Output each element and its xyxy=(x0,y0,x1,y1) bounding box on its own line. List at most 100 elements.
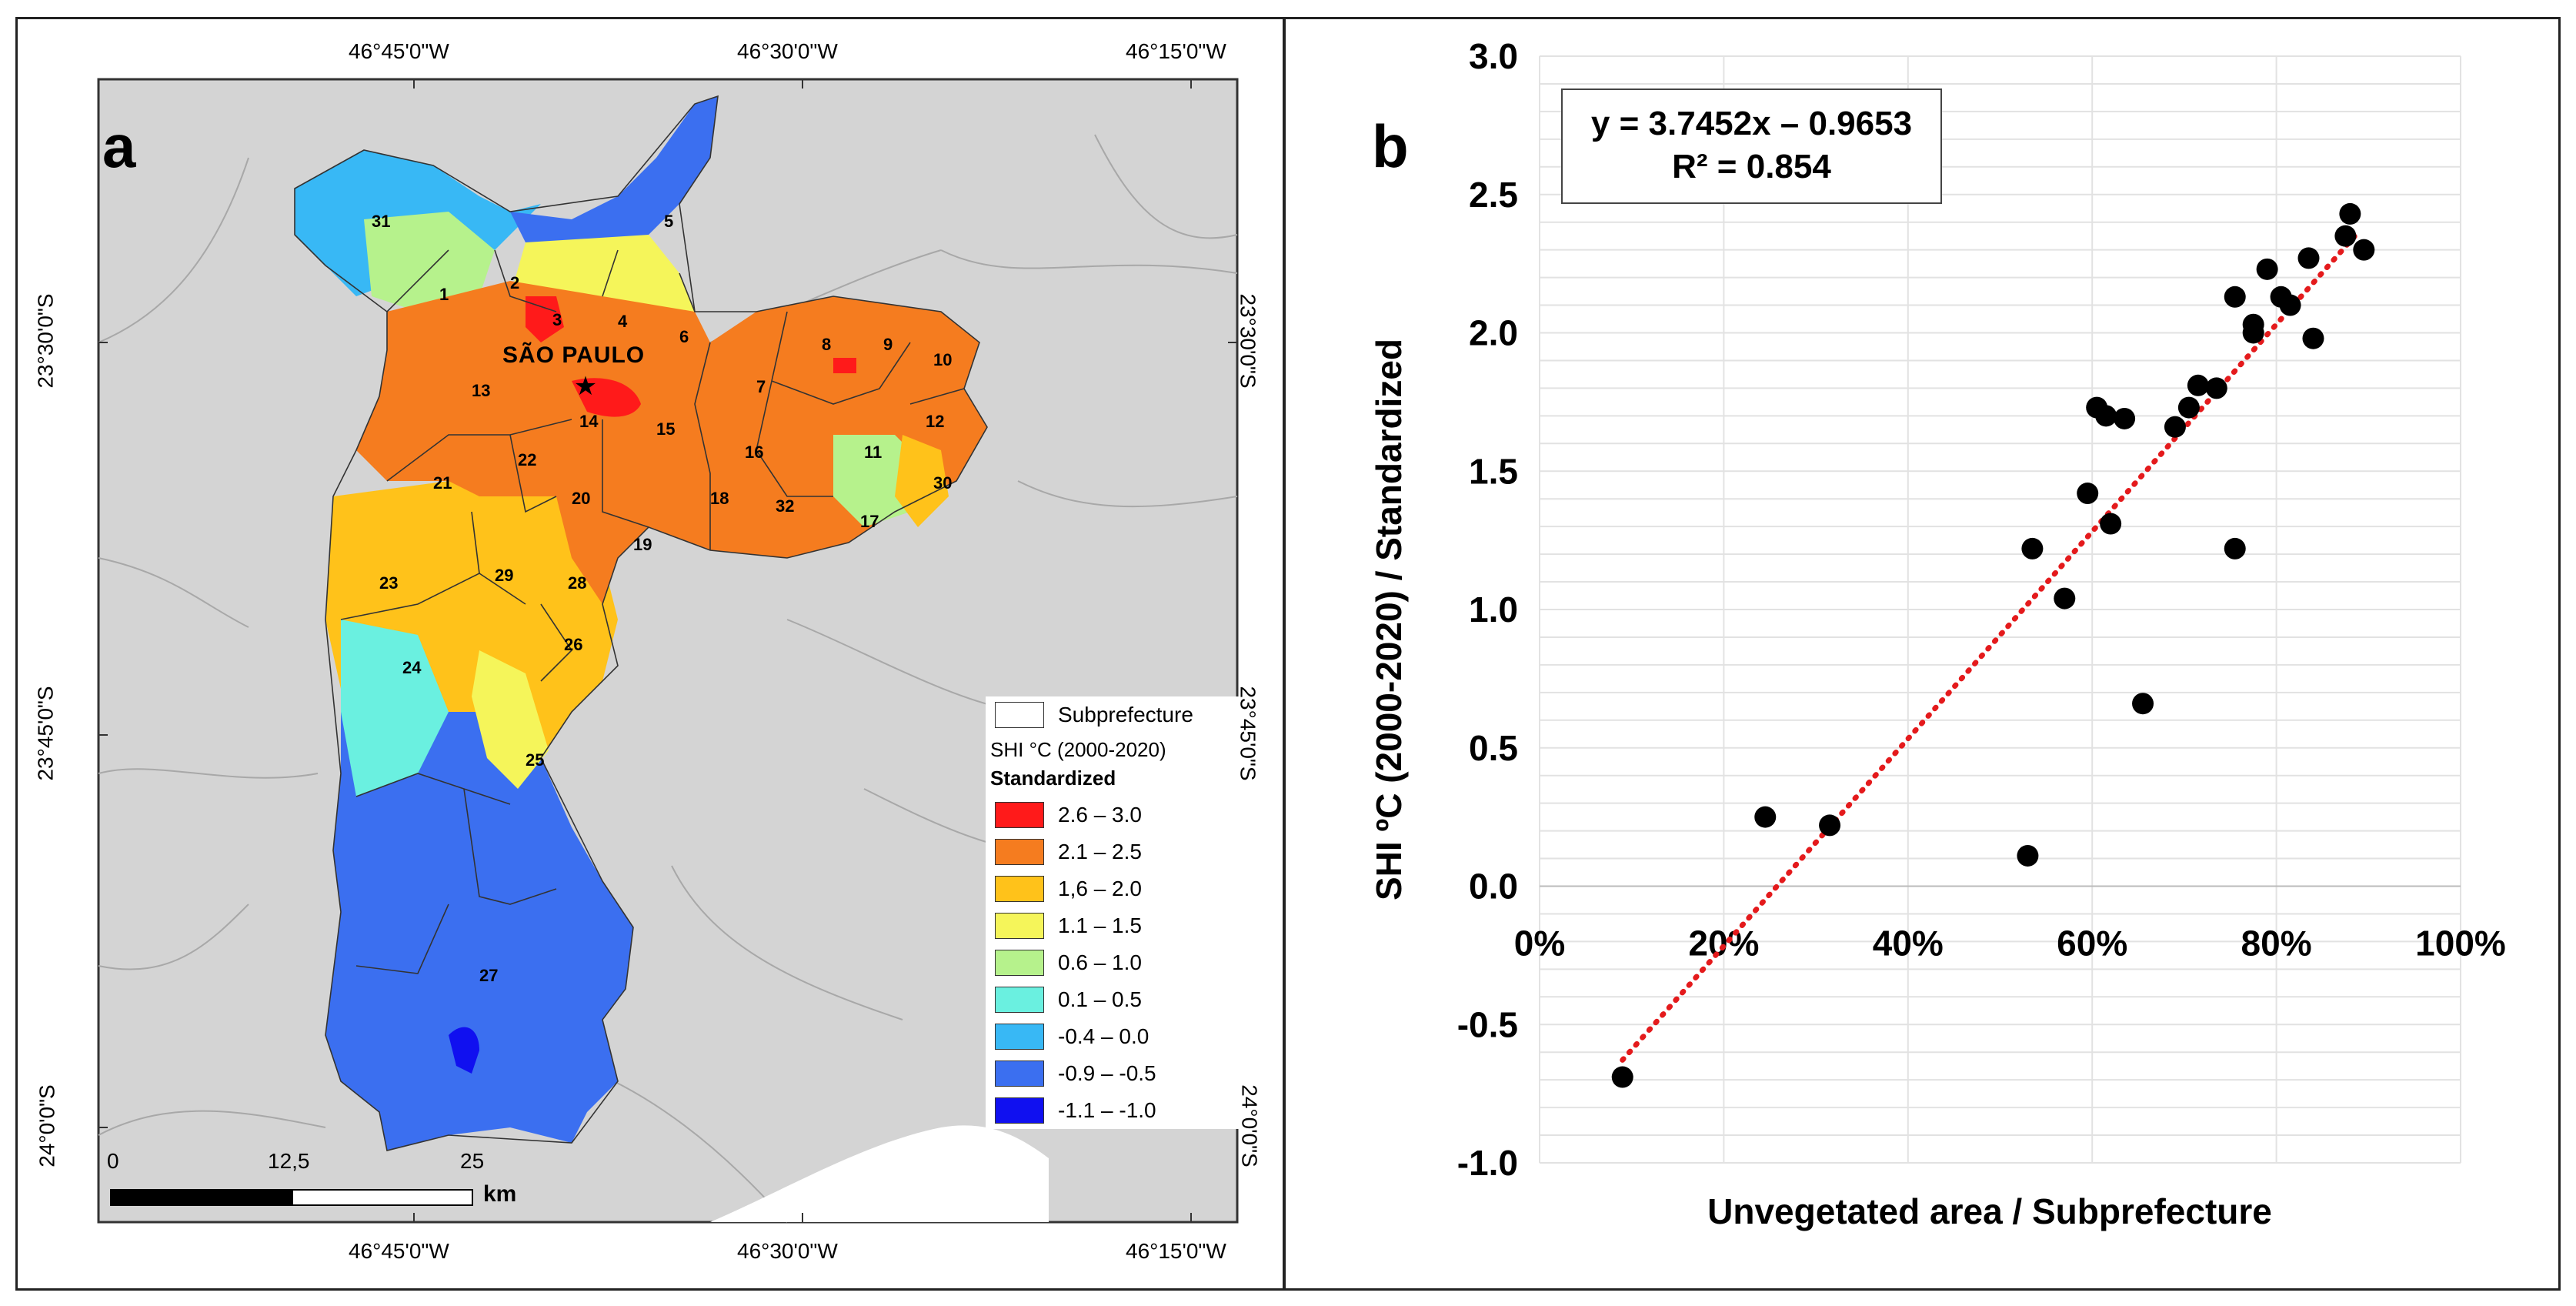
subprefecture-number: 2 xyxy=(510,273,520,292)
neighbour-boundaries xyxy=(98,134,1238,1223)
y-tick-label: 2.5 xyxy=(1469,175,1518,215)
subprefecture-number: 19 xyxy=(633,535,652,554)
data-point xyxy=(2224,537,2246,559)
legend-title-line1: SHI °C (2000-2020) xyxy=(990,738,1166,761)
scale-tick-1: 12,5 xyxy=(268,1149,310,1173)
legend-class-label: 1.1 – 1.5 xyxy=(1058,914,1142,937)
subprefecture-number: 29 xyxy=(495,566,514,585)
panel-b-chart: b 3.0 2.5 2.0 1.5 1.0 0.5 0.0 -0.5 -1.0 0% 20% 40%… xyxy=(1283,17,2561,1291)
data-point xyxy=(2100,513,2122,535)
data-point xyxy=(2187,374,2209,396)
legend-swatch xyxy=(995,950,1044,976)
y-tick-label: 1.0 xyxy=(1469,590,1518,630)
subprefecture-number: 8 xyxy=(822,335,832,354)
city-label: SÃO PAULO xyxy=(502,342,646,368)
subprefecture-number: 18 xyxy=(710,489,729,508)
ocean-area xyxy=(710,1125,1049,1222)
y-tick-label: 2.0 xyxy=(1469,313,1518,353)
lat-label-left-1: 23°30'0"S xyxy=(33,293,58,389)
lon-label-top-2: 46°30'0"W xyxy=(737,39,838,63)
data-point xyxy=(2054,587,2076,610)
legend-swatch xyxy=(995,1097,1044,1124)
subprefecture-number: 23 xyxy=(379,573,399,593)
legend-swatch xyxy=(995,1060,1044,1087)
legend-class-row: -0.4 – 0.0 xyxy=(986,1018,1240,1055)
data-point xyxy=(2334,225,2357,247)
data-point xyxy=(2224,286,2246,308)
subprefecture-number: 26 xyxy=(564,635,583,654)
subprefecture-number: 14 xyxy=(579,412,599,431)
map-svg: ★ xyxy=(97,78,1239,1224)
legend-class-row: 2.1 – 2.5 xyxy=(986,833,1240,870)
x-tick-label: 100% xyxy=(2415,924,2506,964)
y-tick-label: 0.5 xyxy=(1469,728,1518,768)
scatter-chart: 3.0 2.5 2.0 1.5 1.0 0.5 0.0 -0.5 -1.0 0% 20% 40% 60… xyxy=(1369,36,2506,1231)
legend-subprefecture-row: Subprefecture xyxy=(986,696,1240,733)
scale-tick-0: 0 xyxy=(107,1149,119,1173)
legend-swatch xyxy=(995,987,1044,1013)
data-point xyxy=(2353,239,2375,261)
gridlines xyxy=(1539,55,2461,1164)
subprefecture-outlines xyxy=(294,95,988,1151)
legend-class-label: 2.1 – 2.5 xyxy=(1058,840,1142,863)
subprefecture-number: 32 xyxy=(776,496,795,516)
data-point xyxy=(2021,537,2044,559)
legend-class-label: 1,6 – 2.0 xyxy=(1058,877,1142,900)
legend-class-row: 0.1 – 0.5 xyxy=(986,981,1240,1018)
data-point xyxy=(2132,693,2154,715)
x-axis-label: Unvegetated area / Subprefecture xyxy=(1707,1191,2272,1231)
subprefecture-number: 30 xyxy=(933,473,953,493)
subprefecture-number: 1 xyxy=(439,285,449,304)
legend-class-row: 1,6 – 2.0 xyxy=(986,870,1240,907)
x-tick-label: 20% xyxy=(1688,924,1759,964)
y-tick-label: -1.0 xyxy=(1457,1143,1518,1183)
legend-class-label: -1.1 – -1.0 xyxy=(1058,1098,1156,1122)
legend-swatch xyxy=(995,802,1044,828)
data-point xyxy=(2256,258,2278,280)
y-tick-label: 3.0 xyxy=(1469,36,1518,76)
panel-a-map: ★ a SÃO PAULO 46°45'0"W 46°30'0"W 46°15'… xyxy=(15,17,1285,1291)
data-point xyxy=(1754,806,1777,828)
data-point xyxy=(2279,294,2301,316)
y-tick-labels: 3.0 2.5 2.0 1.5 1.0 0.5 0.0 -0.5 -1.0 xyxy=(1457,36,1518,1183)
legend-swatch xyxy=(995,913,1044,939)
data-point xyxy=(1819,814,1841,837)
lon-label-bottom-3: 46°15'0"W xyxy=(1126,1239,1226,1263)
subprefecture-number: 16 xyxy=(745,443,764,462)
subprefecture-number: 6 xyxy=(679,327,689,346)
y-tick-label: -0.5 xyxy=(1457,1004,1518,1044)
subprefecture-number: 7 xyxy=(756,377,766,396)
subprefecture-number: 3 xyxy=(552,310,562,329)
y-tick-label: 1.5 xyxy=(1469,451,1518,491)
x-tick-label: 80% xyxy=(2241,924,2312,964)
x-tick-labels: 0% 20% 40% 60% 80% 100% xyxy=(1514,924,2506,964)
scale-segment-black xyxy=(110,1189,292,1206)
data-point xyxy=(2242,322,2264,344)
data-point xyxy=(2205,377,2227,399)
subprefecture-number: 28 xyxy=(568,573,587,593)
lon-label-top-1: 46°45'0"W xyxy=(349,39,449,63)
data-point xyxy=(2077,483,2099,505)
y-tick-label: 0.0 xyxy=(1469,867,1518,907)
lon-label-top-3: 46°15'0"W xyxy=(1126,39,1226,63)
legend-title-line2: Standardized xyxy=(990,767,1116,790)
legend-swatch xyxy=(995,839,1044,865)
panel-b-label: b xyxy=(1372,112,1409,180)
subprefecture-number: 20 xyxy=(572,489,591,508)
lat-label-right-3: 24°0'0"S xyxy=(1237,1084,1262,1167)
subprefecture-number: 17 xyxy=(860,512,879,531)
subprefecture-number: 15 xyxy=(656,419,676,439)
subprefecture-number: 21 xyxy=(433,473,452,493)
subprefecture-number: 12 xyxy=(926,412,945,431)
legend-class-row: -0.9 – -0.5 xyxy=(986,1055,1240,1092)
legend-subprefecture-label: Subprefecture xyxy=(1058,703,1193,726)
data-point xyxy=(2095,405,2117,427)
legend-class-row: -1.1 – -1.0 xyxy=(986,1092,1240,1129)
legend-swatch xyxy=(995,1024,1044,1050)
graticule-ticks xyxy=(98,79,1237,1222)
map-legend: Subprefecture SHI °C (2000-2020) Standar… xyxy=(986,696,1240,1129)
subprefecture-number: 9 xyxy=(883,335,893,354)
subprefecture-number: 31 xyxy=(372,212,391,231)
subprefecture-number: 27 xyxy=(479,966,499,985)
legend-class-label: 0.1 – 0.5 xyxy=(1058,987,1142,1011)
